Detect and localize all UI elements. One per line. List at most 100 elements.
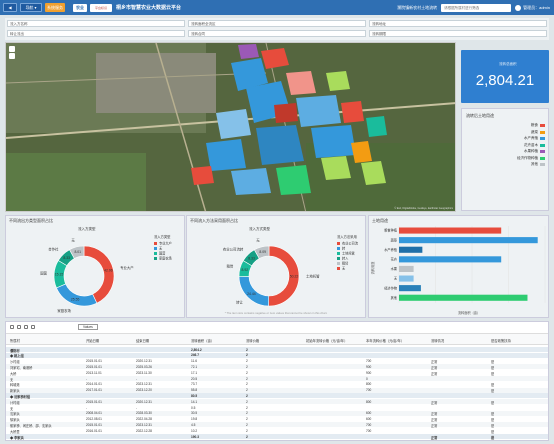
table-cell: 正常 bbox=[431, 365, 438, 370]
legend-item: 土地托管 bbox=[342, 251, 355, 256]
legend-label: 水产养殖 bbox=[524, 136, 538, 140]
home-button[interactable]: ◀ bbox=[3, 3, 17, 12]
zoom-out-button[interactable] bbox=[9, 53, 15, 59]
table-cell: 计村组 bbox=[10, 400, 20, 405]
legend-item: 租赁 bbox=[342, 261, 348, 266]
table-cell: ◆ 李家浜 bbox=[10, 435, 24, 440]
legend-swatch bbox=[540, 150, 545, 153]
slice-value-label: 25.55 bbox=[71, 298, 80, 302]
table-row[interactable]: 刘家宅、南港桥 2015.01.01 2025.03.26 72.1 2 900 正常 是 bbox=[6, 364, 548, 370]
category-tick: 花卉 bbox=[391, 257, 398, 262]
table-cell: 600 bbox=[366, 411, 372, 416]
legend-title: 流转后土地用途 bbox=[466, 113, 494, 118]
table-cell: 700 bbox=[366, 388, 372, 393]
slice-value-label: 50.22 bbox=[290, 274, 299, 278]
table-cell: 73.7 bbox=[191, 382, 198, 387]
legend-label: 花卉苗木 bbox=[524, 142, 538, 147]
table-row[interactable]: 计村组 2015.01.01 2020.12.31 14.1 2 800 正常 是 bbox=[6, 399, 548, 405]
table-row[interactable]: 徐家浜 2012.08.01 2022.04.28 19.8 2 600 正常 是 bbox=[6, 417, 548, 422]
table-row[interactable]: 大桥里 2016.01.01 2022.12.28 10.2 2 700 是 bbox=[6, 428, 548, 434]
column-header[interactable]: 本年流转价格（元/亩/年） bbox=[366, 339, 405, 343]
total-area-card: 流转总面积 2,804.21 bbox=[461, 50, 549, 103]
table-row[interactable]: 沙村组 2015.01.01 2020.12.31 11.6 2 700 正常 是 bbox=[6, 359, 548, 364]
group-row[interactable]: 濮院村 2,804.2 2 bbox=[6, 347, 548, 353]
group-row[interactable]: ◆ 李家浜 190.3 2 正常 是 bbox=[6, 434, 548, 440]
filter-outflow[interactable]: 转让流出 bbox=[7, 30, 185, 37]
table-cell: 246.7 bbox=[191, 353, 199, 358]
legend-swatch bbox=[337, 242, 340, 245]
bar-经济作物 bbox=[399, 285, 421, 292]
panel1-title: 不同流出方类型面积占比 bbox=[9, 218, 53, 223]
legend-label: 蔬菜 bbox=[531, 129, 538, 134]
group-row[interactable]: ◆ 沈家桥村组 80.5 2 bbox=[6, 393, 548, 399]
slice-value-label: 8.09 bbox=[259, 250, 266, 254]
legend-item[interactable]: 其他 bbox=[531, 162, 545, 167]
village-search-input[interactable] bbox=[441, 3, 512, 12]
table-row[interactable]: 沈家浜 2008.04.01 2028.03.30 30.5 2 600 正常 是 bbox=[6, 410, 548, 416]
filter-address[interactable]: 流转地址 bbox=[369, 20, 547, 27]
table-cell: 正常 bbox=[431, 435, 438, 440]
column-header[interactable]: 是否政策扶持 bbox=[491, 339, 511, 343]
panel2-subtitle: 流入方式类型 bbox=[249, 227, 270, 231]
filter-area-range[interactable]: 流转面积全流区 bbox=[188, 20, 366, 27]
table-cell: 17.1 bbox=[191, 370, 198, 375]
total-area-label: 流转总面积 bbox=[499, 62, 517, 66]
slice-category-label: 国营 bbox=[40, 271, 47, 276]
legend-item[interactable]: 水产养殖 bbox=[524, 136, 545, 141]
user-menu[interactable]: 管理员：admin bbox=[515, 4, 550, 11]
slice-category-label: 合作社 bbox=[48, 247, 59, 252]
filter-inflow-name[interactable]: 流入方名称 bbox=[7, 20, 185, 27]
table-cell: 2 bbox=[246, 434, 248, 439]
table-cell: 濮院村 bbox=[10, 348, 20, 353]
filter-contract[interactable]: 流转合同 bbox=[188, 30, 366, 37]
inflow-type-donut[interactable]: 42.96 专业大户 25.55 家庭农场 15.15 国营 8.33 合作社 8.01 无 流入方… bbox=[6, 216, 186, 319]
table-cell: 55.8 bbox=[191, 388, 198, 393]
table-toolbar: Values bbox=[6, 322, 548, 331]
column-header[interactable]: 所属村 bbox=[10, 339, 20, 343]
table-row[interactable]: 大桥 2013.11.01 2023.11.30 17.1 2 900 正常 是 bbox=[6, 370, 548, 376]
table-row[interactable]: 转城港 2014.01.01 2023.12.31 73.7 2 800 是 bbox=[6, 382, 548, 387]
table-row[interactable]: 无 - - 0.5 2 bbox=[6, 405, 548, 411]
legend-item: 农业公司流 bbox=[342, 241, 359, 246]
table-cell: 2023.12.31 bbox=[136, 422, 152, 427]
legend-swatch bbox=[337, 257, 340, 260]
table-cell: 是 bbox=[491, 429, 495, 434]
legend-item[interactable]: 花卉苗木 bbox=[524, 143, 545, 148]
filter-icon[interactable] bbox=[24, 324, 28, 329]
table-cell: 是 bbox=[491, 400, 495, 405]
values-button[interactable]: Values bbox=[78, 323, 98, 330]
table-cell: 80.5 bbox=[191, 393, 198, 398]
table-row[interactable]: 新家浜 2017.01.01 2023.12.20 55.8 2 700 是 bbox=[6, 387, 548, 393]
legend-item[interactable]: 粮食 bbox=[531, 123, 545, 128]
collapse-icon[interactable] bbox=[17, 324, 21, 329]
table-cell: 30.5 bbox=[191, 411, 198, 416]
column-header[interactable]: 初始年流转价格（元/亩/年） bbox=[306, 339, 348, 343]
inflow-method-donut[interactable]: 50.22 土地托管 24.44 转让 8.92 租赁 8.33 农业公司流转 8.09 无 流入方… bbox=[187, 216, 367, 319]
table-row[interactable]: 蕉家桥、闲庄桥、邵、沈家浜 2015.01.01 2023.12.31 4.5 2 700… bbox=[6, 422, 548, 428]
category-tick: 经济作物 bbox=[384, 285, 398, 290]
column-header[interactable]: 流转情况 bbox=[431, 339, 445, 343]
table-cell: 2015.01.01 bbox=[86, 364, 102, 369]
table-cell: 2 bbox=[246, 353, 248, 358]
table-cell: 600 bbox=[366, 417, 372, 422]
column-header[interactable]: 开始日期 bbox=[86, 339, 100, 343]
filter-term[interactable]: 流转期限 bbox=[369, 30, 547, 37]
legend-item[interactable]: 经济作物种植 bbox=[517, 156, 545, 161]
service-button[interactable]: 系统服务 bbox=[45, 3, 65, 12]
legend-item: 无 bbox=[159, 247, 163, 251]
zoom-in-button[interactable] bbox=[9, 46, 15, 52]
legend-item[interactable]: 水果种植 bbox=[524, 149, 545, 154]
legend-item[interactable]: 蔬菜 bbox=[531, 130, 545, 135]
group-row[interactable]: ◆ 桃上组 246.7 2 bbox=[6, 352, 548, 358]
column-header[interactable]: 结束日期 bbox=[136, 339, 150, 343]
legend-swatch bbox=[337, 252, 340, 255]
menu-button[interactable]: 导航 ▾ bbox=[20, 3, 42, 12]
column-header[interactable]: 流转价格 bbox=[246, 339, 260, 343]
expand-icon[interactable] bbox=[10, 324, 14, 329]
column-header[interactable]: 流转面积（亩） bbox=[191, 339, 215, 343]
satellite-map[interactable]: © Esri, DigitalGlobe, GeoEye, Earthstar … bbox=[5, 42, 456, 212]
table-cell: 2 bbox=[246, 376, 248, 381]
export-icon[interactable] bbox=[31, 324, 35, 329]
table-row[interactable]: 无 - - 20.5 2 0 bbox=[6, 376, 548, 382]
